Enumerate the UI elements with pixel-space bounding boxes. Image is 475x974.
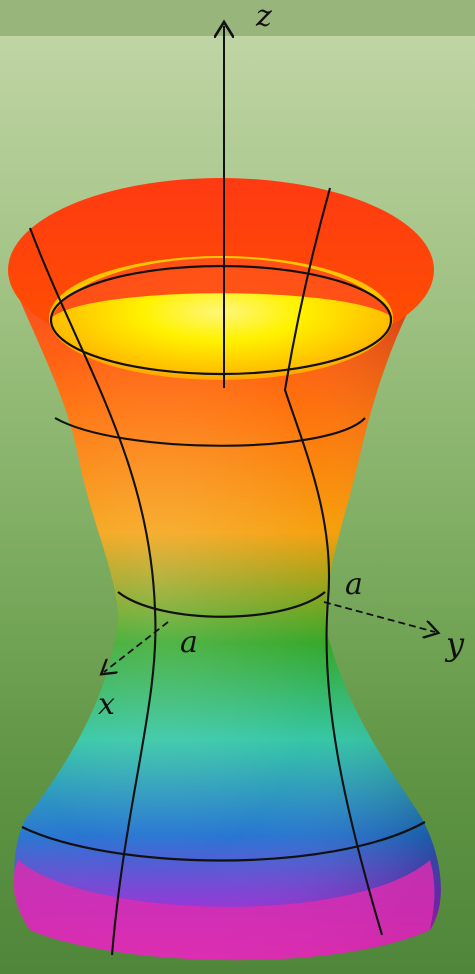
y-axis-line [323, 601, 435, 632]
grid-circle-lower [21, 821, 426, 862]
bottom-base [13, 860, 435, 961]
y-axis-label: y [446, 625, 465, 663]
grid-circle-waist [117, 591, 326, 618]
surface-shading [8, 270, 441, 961]
grid-circle-upper [54, 417, 366, 447]
x-axis-line [104, 621, 169, 672]
top-edge-strip [0, 0, 475, 36]
a-label-x: a [180, 625, 198, 660]
x-axis-label: x [98, 687, 115, 722]
z-axis-label: z [256, 0, 272, 34]
grid-meridian-right [283, 187, 384, 936]
a-label-y: a [345, 567, 363, 602]
grid-meridian-left [29, 227, 157, 956]
grid-circle-top [49, 264, 393, 376]
